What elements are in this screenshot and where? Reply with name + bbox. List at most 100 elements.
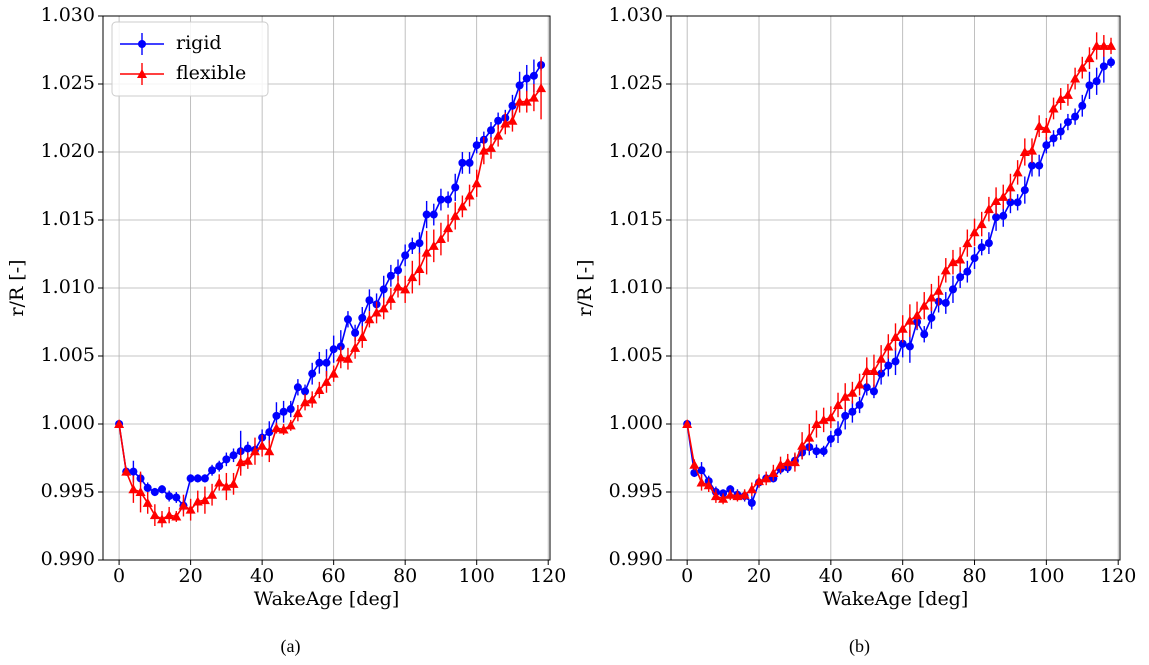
marker bbox=[891, 357, 900, 366]
marker bbox=[193, 474, 202, 483]
marker bbox=[739, 489, 750, 499]
marker bbox=[1063, 118, 1072, 127]
marker bbox=[164, 510, 175, 520]
marker bbox=[142, 497, 153, 507]
marker bbox=[129, 467, 138, 476]
y-tick-label: 0.990 bbox=[41, 548, 95, 570]
y-axis-label: r/R [-] bbox=[6, 259, 28, 316]
marker bbox=[378, 303, 389, 313]
marker bbox=[1042, 141, 1051, 150]
marker bbox=[185, 504, 196, 514]
marker bbox=[443, 223, 454, 233]
legend: rigid flexible bbox=[111, 21, 269, 97]
marker bbox=[812, 447, 821, 456]
legend-marker bbox=[137, 69, 147, 78]
panel: 0.990 0.995 1.000 1.005 1.010 1.015 1.020 1.025… bbox=[574, 4, 1136, 657]
marker bbox=[394, 266, 403, 275]
caption: (b) bbox=[849, 636, 870, 657]
marker bbox=[976, 219, 987, 229]
marker bbox=[364, 314, 375, 324]
marker bbox=[962, 238, 973, 248]
marker bbox=[414, 263, 425, 273]
marker bbox=[385, 293, 396, 303]
marker bbox=[178, 500, 189, 510]
x-tick-label: 40 bbox=[819, 565, 843, 587]
marker bbox=[919, 300, 930, 310]
y-tick-label: 1.000 bbox=[609, 412, 663, 434]
marker bbox=[271, 423, 282, 433]
x-tick-label: 0 bbox=[113, 565, 125, 587]
marker bbox=[293, 383, 302, 392]
marker bbox=[898, 339, 907, 348]
series-line bbox=[118, 64, 542, 508]
y-tick-label: 0.995 bbox=[41, 480, 95, 502]
marker bbox=[746, 484, 757, 494]
marker bbox=[371, 307, 382, 317]
x-tick-label: 60 bbox=[891, 565, 915, 587]
y-tick-label: 1.005 bbox=[41, 344, 95, 366]
marker bbox=[521, 96, 532, 106]
series-line bbox=[118, 87, 542, 521]
marker bbox=[171, 511, 182, 521]
marker bbox=[358, 313, 367, 322]
marker bbox=[329, 345, 338, 354]
marker bbox=[257, 440, 268, 450]
marker bbox=[970, 254, 979, 263]
marker bbox=[401, 251, 410, 260]
marker bbox=[1056, 127, 1065, 136]
marker bbox=[243, 444, 252, 453]
marker bbox=[840, 391, 851, 401]
marker bbox=[797, 440, 808, 450]
marker bbox=[428, 240, 439, 250]
y-axis-label: r/R [-] bbox=[574, 259, 596, 316]
marker bbox=[165, 492, 174, 501]
marker bbox=[478, 145, 489, 155]
marker bbox=[933, 285, 944, 295]
marker bbox=[999, 211, 1008, 220]
marker bbox=[450, 210, 461, 220]
marker bbox=[207, 489, 218, 499]
caption: (a) bbox=[281, 636, 301, 657]
marker bbox=[955, 254, 966, 264]
marker bbox=[457, 201, 468, 211]
marker bbox=[536, 83, 547, 93]
x-tick-label: 40 bbox=[250, 565, 274, 587]
marker bbox=[1099, 62, 1108, 71]
series-line bbox=[686, 45, 1112, 500]
marker bbox=[465, 158, 474, 167]
marker bbox=[1019, 147, 1030, 156]
marker bbox=[486, 126, 495, 135]
marker bbox=[1006, 198, 1015, 207]
marker bbox=[1020, 186, 1029, 195]
marker bbox=[400, 284, 411, 294]
marker bbox=[956, 273, 965, 282]
marker bbox=[811, 419, 822, 428]
marker bbox=[485, 142, 496, 152]
x-tick-label: 120 bbox=[530, 565, 566, 587]
x-tick-label: 20 bbox=[747, 565, 771, 587]
legend-label: flexible bbox=[176, 62, 246, 84]
marker bbox=[315, 358, 324, 367]
marker bbox=[292, 408, 303, 418]
legend-label: rigid bbox=[176, 32, 222, 54]
y-tick-label: 1.020 bbox=[41, 140, 95, 162]
marker bbox=[215, 462, 224, 471]
marker bbox=[804, 432, 815, 442]
marker bbox=[1048, 103, 1059, 113]
marker bbox=[514, 96, 525, 106]
marker bbox=[904, 315, 915, 325]
marker bbox=[1077, 62, 1088, 72]
marker bbox=[848, 407, 857, 416]
marker bbox=[834, 428, 843, 437]
marker bbox=[1034, 121, 1045, 131]
marker bbox=[1062, 89, 1073, 99]
marker bbox=[868, 365, 879, 375]
marker bbox=[150, 488, 159, 496]
marker bbox=[451, 183, 460, 192]
marker bbox=[508, 101, 517, 110]
marker bbox=[1026, 145, 1037, 155]
marker bbox=[1070, 73, 1081, 83]
marker bbox=[940, 265, 951, 275]
marker bbox=[725, 489, 736, 499]
